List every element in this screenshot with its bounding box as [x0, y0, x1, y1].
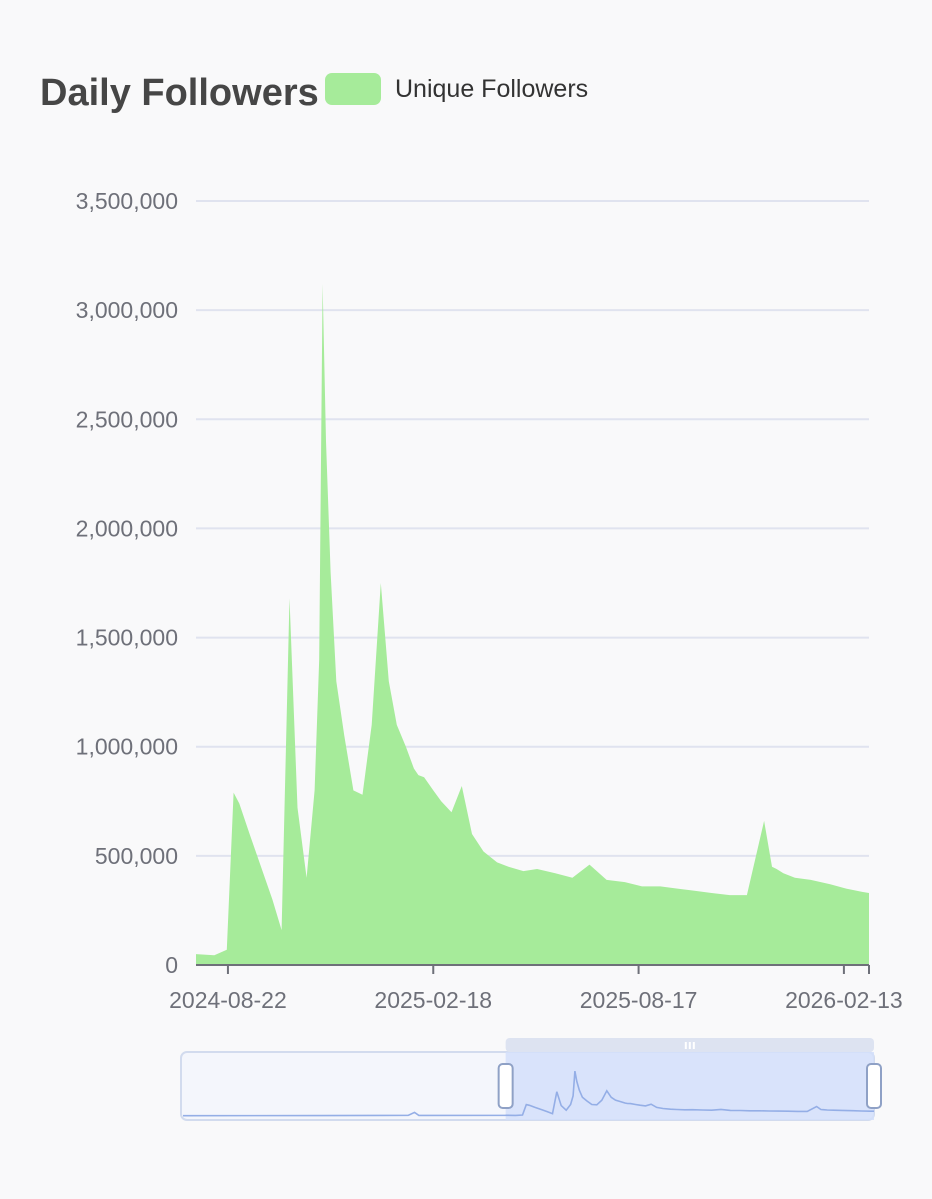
x-tick-label: 2026-02-13	[785, 987, 903, 1013]
navigator-left-handle[interactable]	[497, 1063, 514, 1109]
y-tick-label: 0	[165, 952, 178, 978]
y-tick-label: 3,500,000	[76, 188, 178, 214]
y-tick-label: 2,500,000	[76, 406, 178, 432]
x-tick-label: 2025-02-18	[374, 987, 492, 1013]
x-tick-label: 2025-08-17	[580, 987, 698, 1013]
legend-label[interactable]: Unique Followers	[395, 74, 589, 103]
grip-icon	[688, 1042, 691, 1049]
grip-icon	[692, 1042, 695, 1049]
y-tick-label: 1,500,000	[76, 625, 178, 651]
legend[interactable]: Unique Followers	[325, 72, 588, 106]
y-tick-label: 3,000,000	[76, 297, 178, 323]
navigator-right-handle[interactable]	[866, 1063, 882, 1109]
legend-swatch[interactable]	[325, 73, 381, 105]
series-area-unique-followers	[196, 283, 869, 965]
grip-icon	[684, 1042, 687, 1049]
y-tick-label: 500,000	[95, 843, 178, 869]
x-tick-label: 2024-08-22	[169, 987, 287, 1013]
navigator-mini-line	[182, 1070, 874, 1117]
y-tick-label: 1,000,000	[76, 734, 178, 760]
y-tick-label: 2,000,000	[76, 515, 178, 541]
chart-title: Daily Followers	[40, 72, 319, 114]
range-navigator[interactable]	[180, 1038, 882, 1121]
